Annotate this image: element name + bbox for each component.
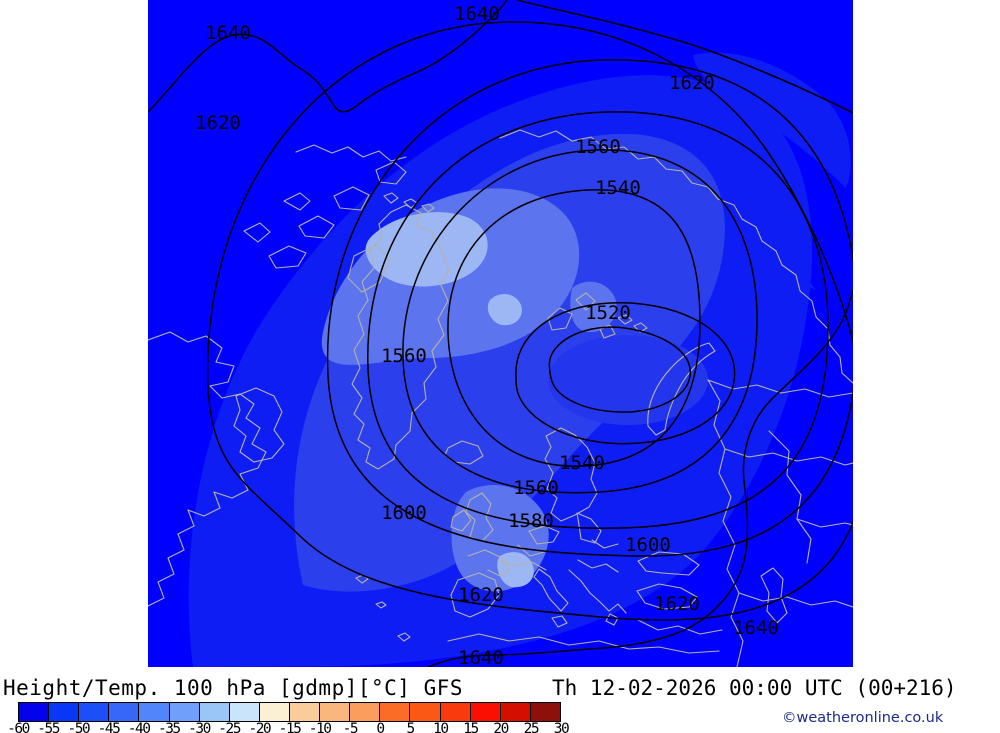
colorbar-tick-label: 10 <box>433 721 449 733</box>
shading-streak-e2 <box>708 300 796 338</box>
contour-value-label: 1520 <box>585 302 631 324</box>
colorbar-tick-label: -5 <box>342 721 359 733</box>
colorbar-tick-label: -50 <box>67 721 90 733</box>
height-contour-1620 <box>206 21 853 621</box>
colorbar-cell <box>259 703 290 721</box>
coast-hudson-bay <box>233 387 285 463</box>
height-contour-1600 <box>326 59 853 557</box>
contour-value-label: 1640 <box>458 647 504 667</box>
colorbar-cell <box>49 703 80 721</box>
coast-caspian <box>760 567 788 624</box>
coast-novaya-zemlya <box>647 342 716 436</box>
chart-title: Height/Temp. 100 hPa [gdmp][°C] GFS <box>3 676 464 700</box>
borders-europe <box>499 539 619 573</box>
colorbar-tick-label: 0 <box>376 721 385 733</box>
shading-streak-ne <box>693 52 851 188</box>
height-contour-1540 <box>447 189 701 467</box>
coast-north-africa <box>447 633 720 654</box>
coast-greenland <box>351 204 450 470</box>
contour-value-label: 1560 <box>381 345 427 367</box>
height-contour-1520 <box>515 302 736 445</box>
colorbar-cell <box>19 703 50 721</box>
colorbar-cell <box>79 703 110 721</box>
islands-atlantic <box>355 574 411 642</box>
colorbar-cell <box>169 703 200 721</box>
contour-value-label: 1620 <box>458 584 504 606</box>
contour-value-label: 1620 <box>195 112 241 134</box>
contour-value-label: 1540 <box>595 177 641 199</box>
colorbar-cell <box>229 703 260 721</box>
colorbar <box>18 702 561 722</box>
contour-value-label: 1640 <box>205 22 251 44</box>
height-contour-1580 <box>367 111 829 529</box>
colorbar-tick-label: -20 <box>248 721 271 733</box>
coastlines <box>148 129 853 667</box>
colorbar-cell <box>109 703 140 721</box>
colorbar-cell <box>199 703 230 721</box>
copyright-link[interactable]: ©weatheronline.co.uk <box>782 710 944 726</box>
contour-value-label: 1600 <box>625 534 671 556</box>
temperature-shading <box>148 0 853 667</box>
shading-band-4-svalbard <box>570 281 617 333</box>
colorbar-cell <box>530 703 560 721</box>
shading-band-5-alps <box>497 552 534 588</box>
shading-band-3 <box>294 133 725 592</box>
colorbar-cell <box>500 703 531 721</box>
coast-scandinavia <box>528 427 602 545</box>
colorbar-cell <box>470 703 501 721</box>
colorbar-tick-label: -15 <box>278 721 302 733</box>
height-contour-1640-ne <box>516 0 853 114</box>
colorbar-cell <box>440 703 471 721</box>
height-contour-1640-se <box>427 289 853 667</box>
colorbar-ticks: -60 -55 -50 -45 -40 -35 -30 -25 -20 -15 -10 -5 0 5 10 1… <box>7 721 570 733</box>
colorbar-tick-label: -25 <box>218 721 241 733</box>
contour-value-label: 1540 <box>559 452 605 474</box>
height-contour-1560 <box>402 149 758 494</box>
borders-asia <box>637 379 853 667</box>
contour-value-label: 1620 <box>654 593 700 615</box>
contour-value-label: 1640 <box>454 3 500 25</box>
coast-svalbard <box>547 292 648 339</box>
contour-labels: 1640164016201620156015401520156015401560… <box>195 3 779 667</box>
colorbar-tick-label: 20 <box>493 721 509 733</box>
colorbar-tick-label: 15 <box>463 721 479 733</box>
coast-canadian-arctic <box>243 161 407 293</box>
height-contours <box>148 0 853 667</box>
contour-value-label: 1580 <box>508 510 554 532</box>
colorbar-tick-label: -45 <box>97 721 121 733</box>
height-contour-1640-nw <box>148 0 508 113</box>
contour-value-label: 1600 <box>381 502 427 524</box>
coast-alaska-bering <box>295 144 435 213</box>
colorbar-tick-label: -30 <box>188 721 211 733</box>
coast-british-isles <box>450 492 494 542</box>
valid-datetime: Th 12-02-2026 00:00 UTC (00+216) <box>552 676 957 700</box>
colorbar-tick-label: -40 <box>127 721 151 733</box>
colorbar-cell <box>289 703 321 721</box>
colorbar-tick-label: -60 <box>7 721 30 733</box>
height-contour-1520-inner <box>548 326 691 413</box>
colorbar-cell <box>410 703 441 721</box>
contour-value-label: 1560 <box>575 136 621 158</box>
shading-band-5-spot <box>487 293 522 326</box>
colorbar-tick-label: 30 <box>553 721 570 733</box>
colorbar-tick-label: 25 <box>523 721 540 733</box>
colorbar-tick-label: -35 <box>157 721 181 733</box>
contour-value-label: 1560 <box>513 477 559 499</box>
colorbar-cell <box>139 703 170 721</box>
shading-band-5-arctic <box>365 212 488 287</box>
colorbar-tick-label: -10 <box>308 721 332 733</box>
colorbar-cell <box>320 703 351 721</box>
colorbar-cell <box>380 703 411 721</box>
colorbar-tick-label: -55 <box>37 721 60 733</box>
coast-siberia <box>499 129 853 384</box>
colorbar-cell <box>350 703 381 721</box>
weather-map: 1640 1640 1620 1620 1560 1540 1520 1560 1540 1560… <box>148 0 853 667</box>
coast-europe-mediterranean <box>450 549 700 628</box>
contour-value-label: 1640 <box>733 617 779 639</box>
contour-value-label: 1620 <box>669 72 715 94</box>
colorbar-tick-label: 5 <box>406 721 416 733</box>
